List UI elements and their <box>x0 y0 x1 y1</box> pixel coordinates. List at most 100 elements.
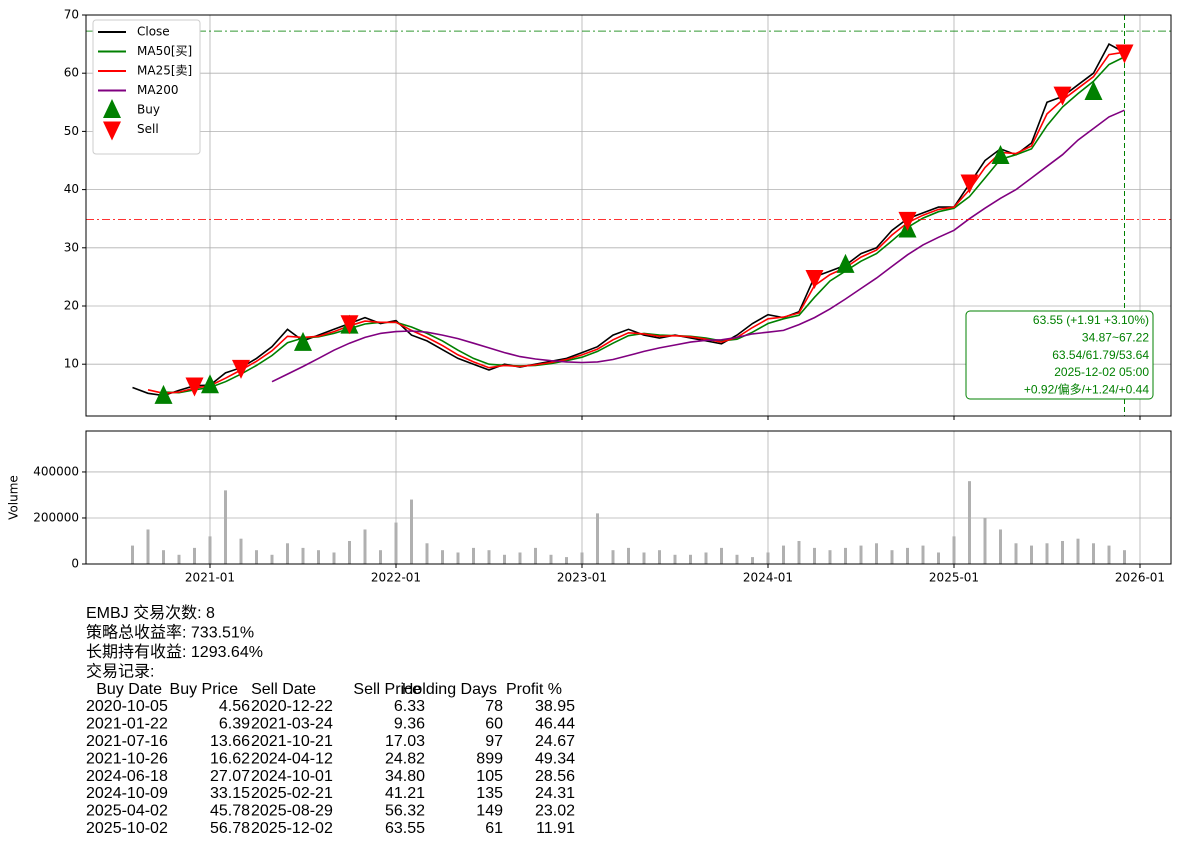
volume-bar <box>921 545 925 564</box>
volume-bar <box>146 529 150 564</box>
volume-bar <box>394 522 398 564</box>
table-cell: 2021-03-24 <box>251 716 333 733</box>
annotation-text: 34.87~67.22 <box>1082 330 1149 344</box>
volume-bar <box>487 550 491 564</box>
table-cell: 56.32 <box>385 803 425 820</box>
table-cell: 27.07 <box>210 768 250 785</box>
volume-bar <box>952 536 956 564</box>
table-cell: 4.56 <box>219 698 250 715</box>
legend-label: Sell <box>137 122 159 136</box>
volume-bar <box>410 499 413 564</box>
volume-bar <box>704 552 708 564</box>
volume-bar <box>968 481 971 564</box>
table-cell: 2021-10-26 <box>86 750 168 767</box>
trade-marker <box>1084 80 1103 100</box>
trade-marker <box>340 315 359 335</box>
table-cell: 34.80 <box>385 768 425 785</box>
table-cell: 45.78 <box>210 803 250 820</box>
table-cell: 2024-04-12 <box>251 750 333 767</box>
trade-marker <box>991 144 1010 164</box>
volume-bar <box>673 554 677 564</box>
volume-bar <box>999 529 1002 564</box>
table-cell: 16.62 <box>210 750 250 767</box>
volume-bar <box>286 543 289 564</box>
x-tick-label: 2025-01 <box>929 571 979 585</box>
price-line <box>271 109 1125 383</box>
table-cell: 6.33 <box>394 698 425 715</box>
table-cell: 2021-07-16 <box>86 733 168 750</box>
volume-bar <box>348 540 351 564</box>
volume-bar <box>208 536 212 564</box>
table-cell: 105 <box>476 768 503 785</box>
volume-bar <box>549 554 553 564</box>
volume-bar <box>875 543 878 564</box>
price-line <box>147 51 1125 395</box>
y-tick-label: 400000 <box>33 464 79 478</box>
table-cell: 2025-10-02 <box>86 820 168 837</box>
table-cell: 60 <box>485 716 503 733</box>
volume-bar <box>751 557 754 564</box>
legend-label: MA200 <box>137 83 178 97</box>
volume-bar <box>611 550 615 564</box>
annotation-text: 63.54/61.79/53.64 <box>1052 348 1149 362</box>
table-cell: 2025-08-29 <box>251 803 333 820</box>
volume-bar <box>689 554 692 564</box>
volume-bar <box>441 550 444 564</box>
volume-bar <box>642 552 646 564</box>
legend-label: MA25[卖] <box>137 64 192 78</box>
volume-bar <box>363 529 367 564</box>
summary-line: EMBJ 交易次数: 8 <box>86 604 215 622</box>
volume-bar <box>859 545 863 564</box>
table-cell: 13.66 <box>210 733 250 750</box>
x-tick-label: 2021-01 <box>185 571 235 585</box>
table-header: Profit % <box>506 681 562 698</box>
y-tick-label: 10 <box>64 357 79 371</box>
volume-bar <box>1123 550 1126 564</box>
volume-bar <box>1045 543 1049 564</box>
table-cell: 899 <box>476 750 503 767</box>
legend-swatch <box>103 121 121 141</box>
table-cell: 2025-04-02 <box>86 803 168 820</box>
x-tick-label: 2024-01 <box>743 571 793 585</box>
legend-label: MA50[买] <box>137 44 192 58</box>
y-tick-label: 60 <box>64 66 79 80</box>
legend-label: Close <box>137 25 170 39</box>
volume-bar <box>518 552 522 564</box>
summary-line: 长期持有收益: 1293.64% <box>86 643 263 661</box>
table-cell: 23.02 <box>535 803 575 820</box>
plot-frame <box>85 14 1172 417</box>
trade-marker <box>201 374 219 394</box>
x-tick-label: 2023-01 <box>557 571 607 585</box>
table-cell: 2025-02-21 <box>251 785 333 802</box>
volume-bar <box>627 547 630 564</box>
volume-bar <box>534 547 537 564</box>
trade-marker <box>232 359 250 379</box>
volume-bar <box>1030 545 1033 564</box>
volume-bar <box>301 547 305 564</box>
volume-bar <box>193 547 196 564</box>
volume-bar <box>472 547 475 564</box>
table-cell: 24.82 <box>385 750 425 767</box>
table-header: Sell Date <box>251 681 316 698</box>
table-header: Holding Days <box>402 681 497 698</box>
y-tick-label: 40 <box>64 182 79 196</box>
table-cell: 6.39 <box>219 716 250 733</box>
legend-label: Buy <box>137 103 160 117</box>
volume-bar <box>239 538 243 564</box>
table-cell: 61 <box>485 820 503 837</box>
volume-bar <box>224 490 227 564</box>
y-tick-label: 30 <box>64 240 79 254</box>
volume-bar <box>735 554 739 564</box>
volume-bar <box>1107 545 1111 564</box>
volume-bar <box>177 554 181 564</box>
volume-bar <box>906 547 909 564</box>
trade-marker <box>805 269 824 289</box>
y-tick-label: 70 <box>64 8 79 22</box>
volume-bar <box>844 547 847 564</box>
volume-bar <box>1076 538 1080 564</box>
volume-bar <box>1014 543 1018 564</box>
volume-bar <box>720 547 723 564</box>
volume-bar <box>255 550 258 564</box>
